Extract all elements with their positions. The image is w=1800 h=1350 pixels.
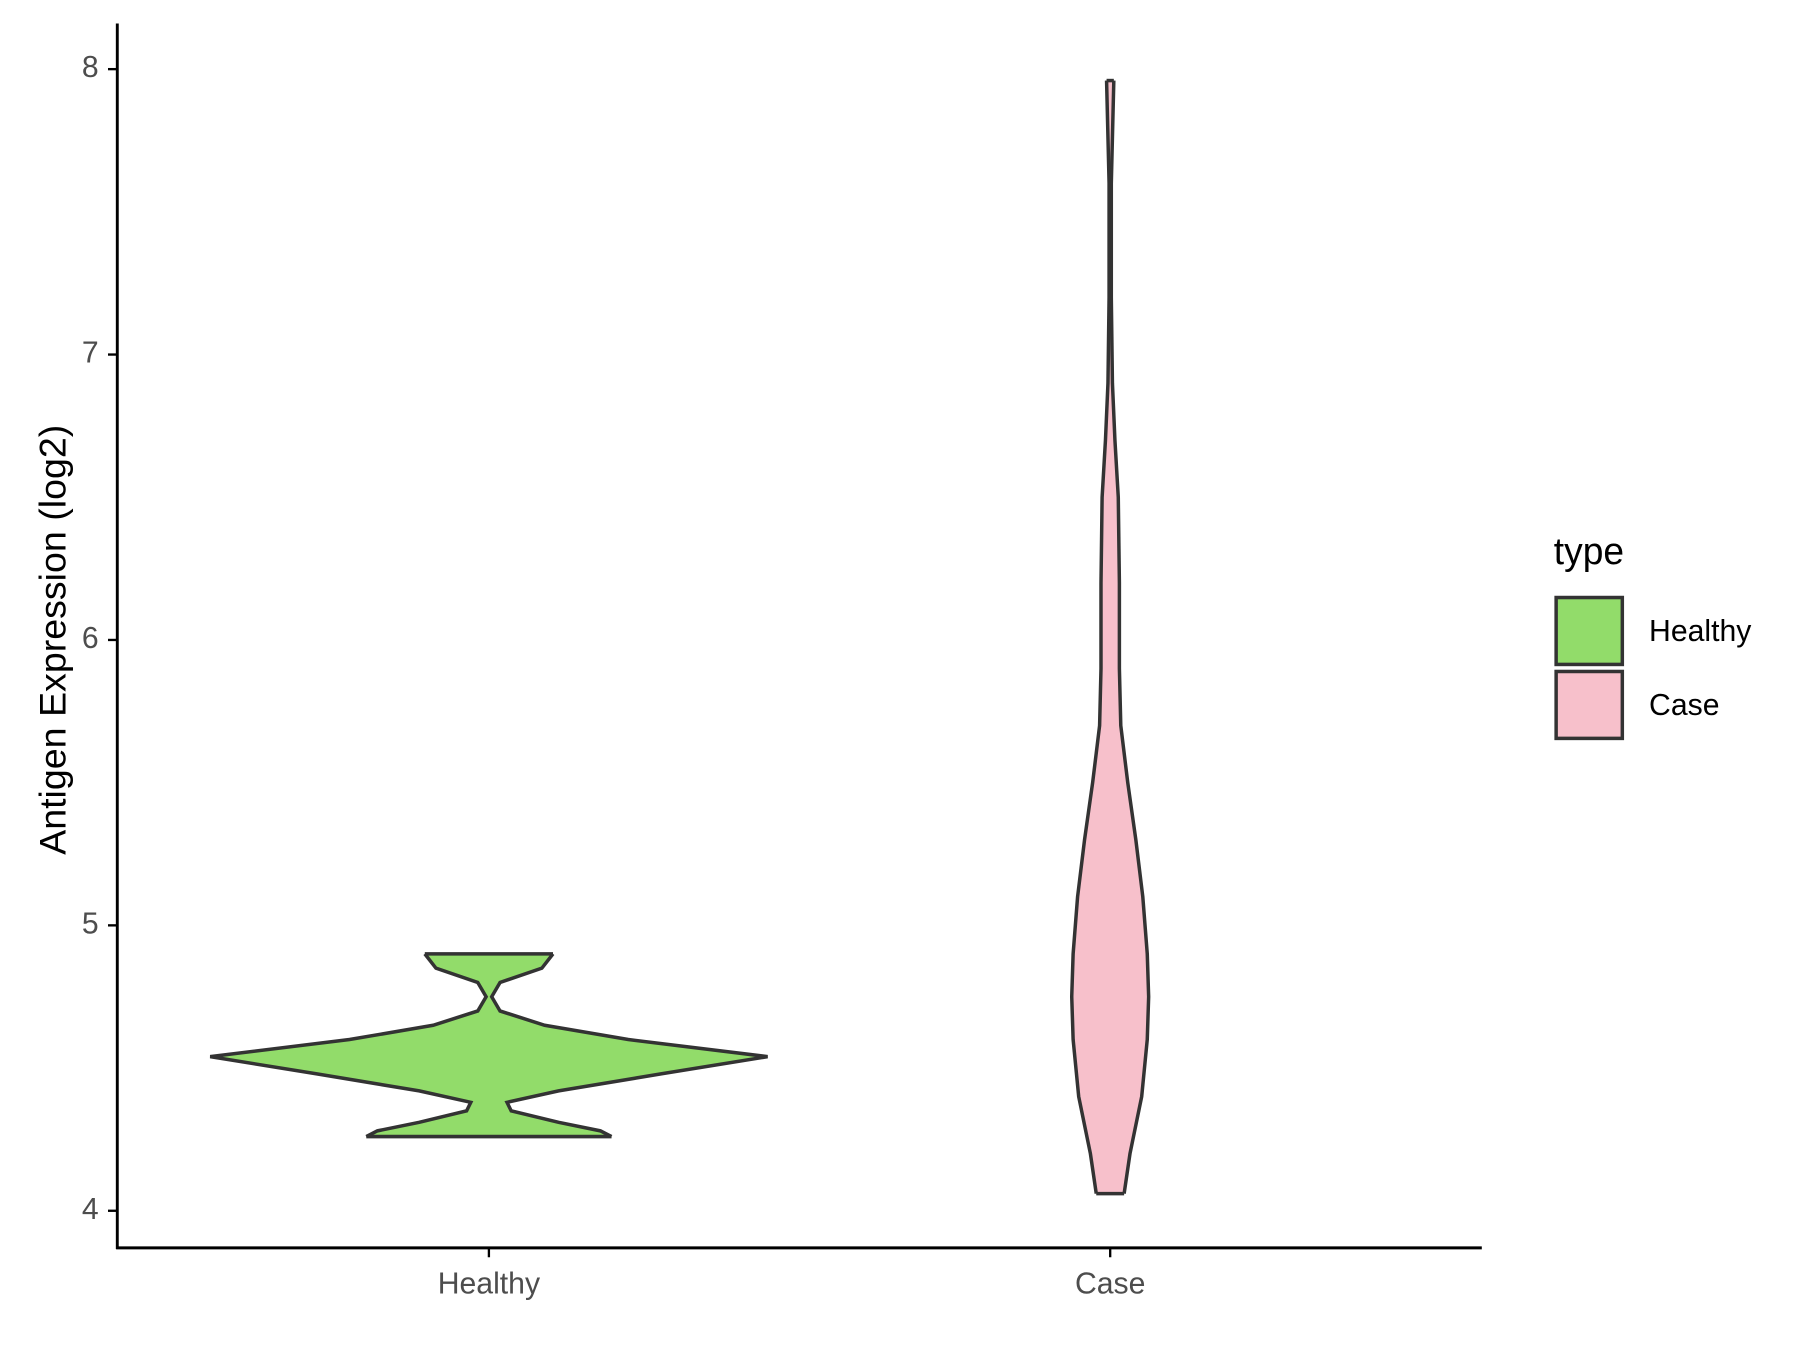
violin-fill: [1071, 80, 1149, 1194]
violin-left-edge: [1069, 80, 1111, 1194]
legend-title: type: [1554, 530, 1624, 572]
y-tick-label: 5: [82, 907, 99, 940]
y-tick-label: 6: [82, 622, 99, 655]
violin-left-edge: [209, 952, 489, 1139]
legend-key: [1554, 595, 1625, 667]
y-axis-title: Antigen Expression (log2): [32, 425, 74, 855]
violin-fill: [210, 953, 768, 1137]
legend-key: [1554, 669, 1625, 741]
x-tick-label: Case: [1075, 1267, 1145, 1300]
x-tick-label: Healthy: [438, 1267, 541, 1300]
y-tick-label: 4: [82, 1193, 99, 1226]
y-tick-label: 8: [82, 51, 99, 84]
y-tick-label: 7: [82, 336, 99, 369]
violin-right-edge: [1109, 80, 1151, 1194]
violin-right-edge: [489, 952, 768, 1139]
legend-label: Case: [1649, 689, 1719, 722]
legend-label: Healthy: [1649, 615, 1752, 648]
